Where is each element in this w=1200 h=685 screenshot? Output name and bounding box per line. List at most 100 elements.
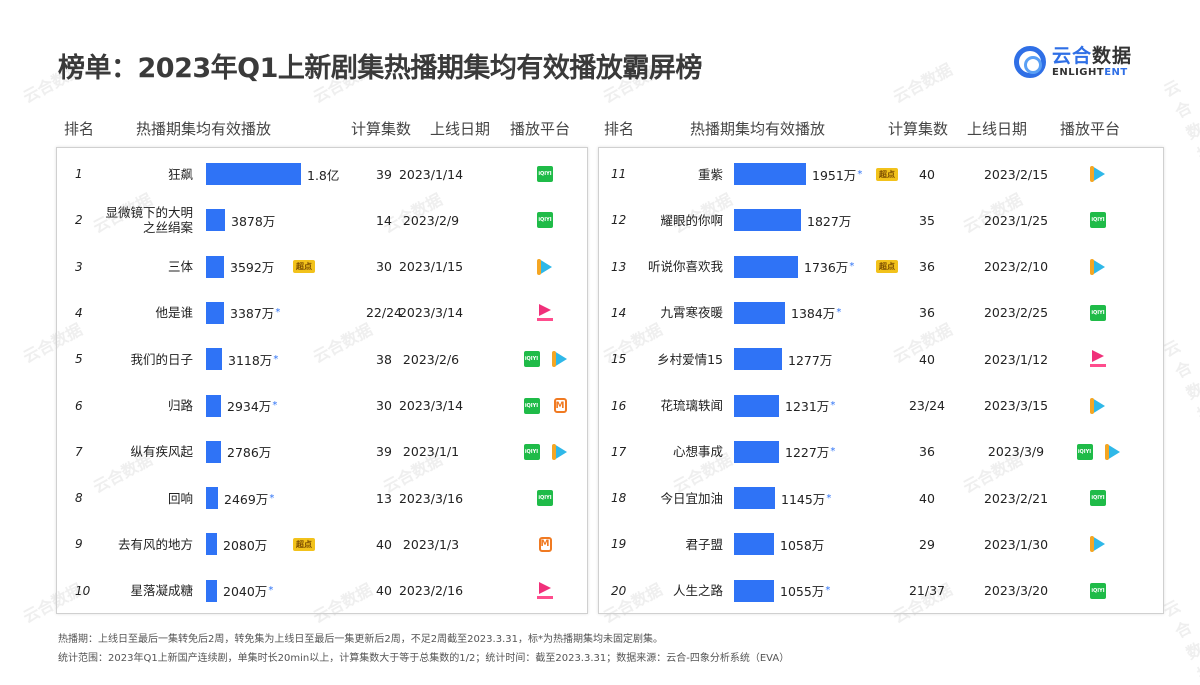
release-date: 2023/3/15: [983, 398, 1049, 413]
play-value-text: 1277万: [788, 352, 833, 368]
play-value: 2786万: [227, 429, 271, 475]
play-value-text: 2040万: [223, 584, 268, 600]
unfixed-star-icon: *: [269, 492, 275, 504]
table-row: 20 人生之路 1055万 * 21/37 2023/3/20 iQIYI: [599, 568, 1163, 614]
play-value: 3592万: [230, 244, 274, 290]
rank-number: 5: [75, 352, 83, 367]
episode-count: 30: [376, 398, 392, 413]
platform-icons: iQIYI: [1063, 429, 1133, 475]
drama-title: 他是谁: [155, 305, 193, 321]
drama-title: 花琉璃轶闻: [660, 398, 723, 413]
iqiyi-icon: iQIYI: [523, 351, 540, 368]
ranking-panel-left: 1 狂飙 1.8亿 39 2023/1/14 iQIYI 2 显微镜下的大明 之丝绢案 3878万…: [56, 147, 588, 614]
play-bar: [734, 301, 785, 324]
table-row: 4 他是谁 3387万 * 22/24 2023/3/14: [57, 290, 587, 336]
platform-icons: [510, 244, 580, 290]
unfixed-star-icon: *: [825, 585, 831, 597]
table-row: 2 显微镜下的大明 之丝绢案 3878万 14 2023/2/9 iQIYI: [57, 197, 587, 243]
super-vod-badge: 超点: [293, 521, 315, 567]
rank-number: 15: [611, 352, 627, 367]
release-date: 2023/3/14: [398, 398, 464, 413]
watermark-text: 云合数据: [1160, 76, 1200, 165]
header-play-left: 热播期集均有效播放: [136, 120, 272, 138]
drama-title: 狂飙: [167, 166, 193, 182]
footnote-scope: 统计范围：2023年Q1上新国产连续剧，单集时长20min以上，计算集数大于等于…: [58, 653, 790, 664]
rank-number: 9: [75, 537, 83, 552]
rank-number: 20: [611, 583, 627, 598]
play-bar: [734, 255, 798, 278]
table-row: 19 君子盟 1058万 29 2023/1/30: [599, 521, 1163, 567]
tencent-icon: [1104, 443, 1120, 460]
release-date: 2023/2/16: [398, 583, 464, 599]
table-row: 7 纵有疾风起 2786万 39 2023/1/1 iQIYI: [57, 429, 587, 475]
play-value-text: 1.8亿: [307, 167, 340, 183]
drama-title: 今日宜加油: [660, 490, 723, 506]
logo-ring-icon: [1014, 46, 1046, 78]
table-row: 18 今日宜加油 1145万 * 40 2023/2/21 iQIYI: [599, 475, 1163, 521]
iqiyi-icon: iQIYI: [1090, 582, 1106, 599]
rank-number: 8: [75, 491, 83, 506]
play-bar: [206, 440, 221, 463]
drama-title: 显微镜下的大明 之丝绢案: [87, 197, 193, 243]
table-row: 15 乡村爱情15 1277万 40 2023/1/12: [599, 336, 1163, 382]
episode-count: 36: [919, 305, 935, 321]
rank-number: 16: [611, 398, 627, 413]
iqiyi-icon: iQIYI: [537, 490, 553, 507]
release-date: 2023/2/9: [402, 212, 460, 228]
platform-icons: [1063, 521, 1133, 567]
play-bar: [734, 348, 782, 371]
play-bar: [734, 487, 775, 510]
episode-count: 40: [919, 490, 935, 506]
platform-icons: iQIYI M: [510, 383, 580, 429]
rank-number: 1: [75, 167, 83, 181]
release-date: 2023/3/20: [983, 583, 1049, 599]
platform-icons: iQIYI: [510, 151, 580, 197]
play-value-text: 1231万: [785, 399, 830, 414]
release-date: 2023/2/10: [983, 259, 1049, 275]
play-value-text: 1058万: [780, 537, 825, 553]
release-date: 2023/1/25: [983, 212, 1049, 228]
tencent-icon: [536, 258, 552, 275]
play-bar: [734, 533, 774, 556]
platform-icons: [510, 568, 580, 614]
header-platform-left: 播放平台: [510, 120, 571, 138]
play-value: 2080万: [223, 521, 267, 567]
drama-title: 重紫: [697, 166, 723, 182]
rank-number: 14: [611, 305, 627, 320]
tencent-icon: [1089, 397, 1105, 414]
super-vod-badge: 超点: [293, 244, 315, 290]
rank-number: 11: [611, 167, 627, 181]
drama-title: 去有风的地方: [117, 536, 193, 552]
play-value-text: 1736万: [804, 260, 849, 276]
tencent-icon: [551, 443, 567, 460]
header-rank-left: 排名: [64, 120, 95, 138]
unfixed-star-icon: *: [273, 353, 279, 365]
release-date: 2023/3/16: [398, 490, 464, 506]
play-value-text: 1951万: [812, 167, 857, 183]
tencent-icon: [1089, 536, 1105, 553]
play-value: 1055万 *: [780, 568, 830, 614]
play-value-text: 3592万: [230, 260, 275, 276]
iqiyi-icon: iQIYI: [537, 166, 553, 182]
super-vod-badge-label: 超点: [293, 260, 315, 274]
play-value: 3387万 *: [230, 290, 280, 336]
play-value: 1231万 *: [785, 383, 835, 429]
header-date-left: 上线日期: [430, 120, 491, 138]
platform-icons: iQIYI: [510, 197, 580, 243]
platform-icons: iQIYI: [510, 336, 580, 382]
play-value: 1058万: [780, 521, 824, 567]
watermark-text: 云合数据: [1160, 596, 1200, 685]
table-row: 13 听说你喜欢我 1736万 * 超点 36 2023/2/10: [599, 244, 1163, 290]
play-bar: [206, 209, 225, 232]
play-value: 3878万: [231, 197, 275, 243]
play-value-text: 1384万: [791, 306, 836, 322]
drama-title: 三体: [167, 259, 193, 275]
platform-icons: iQIYI: [1063, 475, 1133, 521]
youku-icon: [1090, 350, 1106, 368]
release-date: 2023/1/15: [398, 259, 464, 275]
play-bar: [206, 394, 221, 417]
drama-title: 君子盟: [685, 536, 723, 552]
table-row: 10 星落凝成糖 2040万 * 40 2023/2/16: [57, 568, 587, 614]
table-row: 12 耀眼的你啊 1827万 35 2023/1/25 iQIYI: [599, 197, 1163, 243]
iqiyi-icon: iQIYI: [1090, 490, 1106, 507]
